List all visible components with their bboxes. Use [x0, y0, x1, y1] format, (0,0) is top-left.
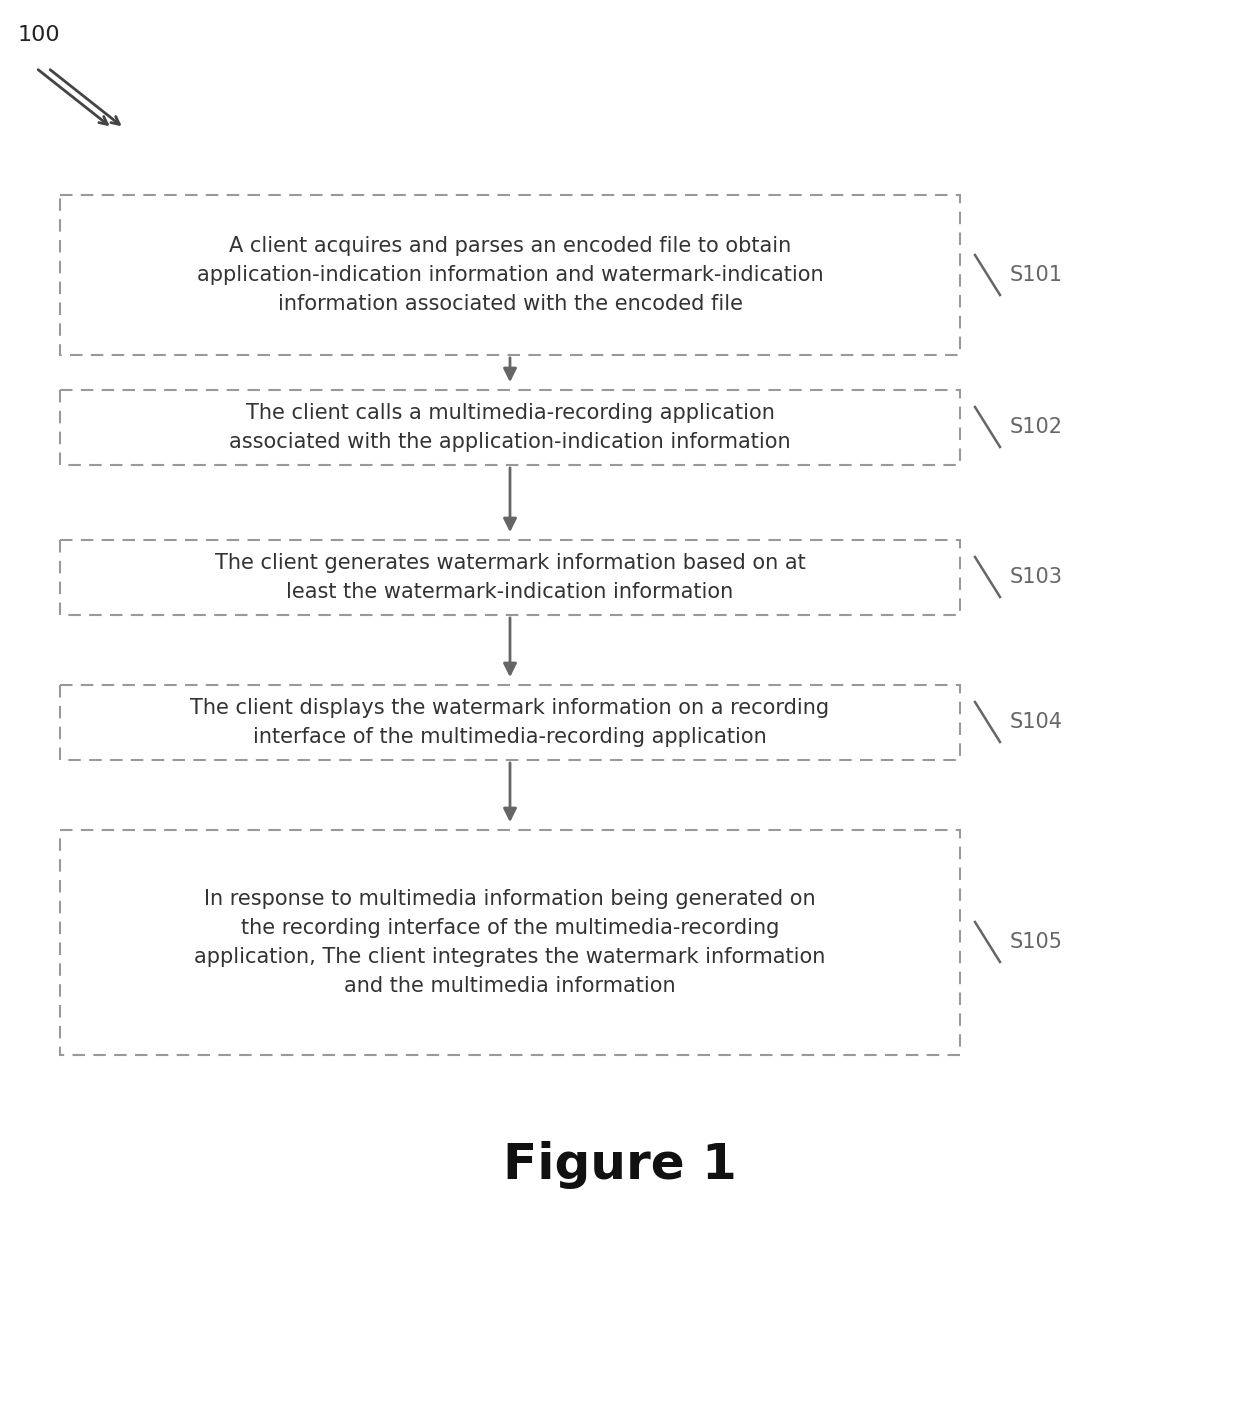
- Text: Figure 1: Figure 1: [503, 1141, 737, 1189]
- Bar: [60, 540, 960, 615]
- Text: S104: S104: [1011, 712, 1063, 732]
- Text: A client acquires and parses an encoded file to obtain
application-indication in: A client acquires and parses an encoded …: [197, 236, 823, 314]
- Bar: [60, 685, 960, 760]
- Text: The client generates watermark information based on at
least the watermark-indic: The client generates watermark informati…: [215, 553, 805, 603]
- Text: In response to multimedia information being generated on
the recording interface: In response to multimedia information be…: [195, 890, 826, 996]
- Text: The client displays the watermark information on a recording
interface of the mu: The client displays the watermark inform…: [191, 698, 830, 747]
- Text: S105: S105: [1011, 932, 1063, 952]
- Bar: [60, 830, 960, 1054]
- Text: The client calls a multimedia-recording application
associated with the applicat: The client calls a multimedia-recording …: [229, 404, 791, 452]
- Text: 100: 100: [19, 26, 61, 45]
- Bar: [60, 389, 960, 465]
- Text: S101: S101: [1011, 264, 1063, 286]
- Bar: [60, 195, 960, 355]
- Text: S102: S102: [1011, 416, 1063, 438]
- Text: S103: S103: [1011, 567, 1063, 587]
